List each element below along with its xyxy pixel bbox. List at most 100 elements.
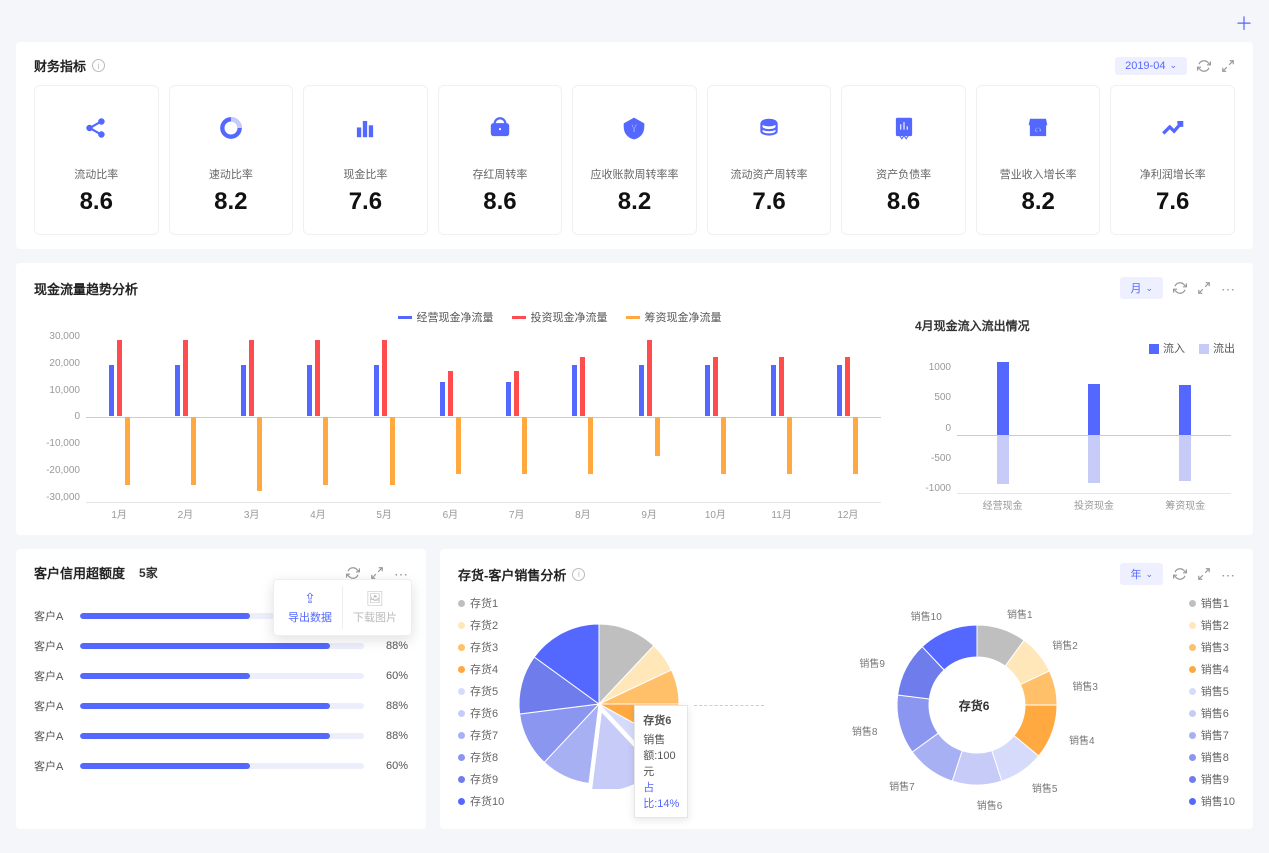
donut-label: 销售2 <box>1052 637 1078 652</box>
donut-label: 销售6 <box>977 797 1003 812</box>
store-icon: $ <box>1006 100 1070 156</box>
kpi-card[interactable]: 速动比率 8.2 <box>169 85 294 235</box>
panel-title: 财务指标 <box>34 56 86 75</box>
refresh-icon[interactable] <box>1173 281 1187 295</box>
kpi-label: 净利润增长率 <box>1115 166 1230 182</box>
panel-title: 存货-客户销售分析 <box>458 565 566 584</box>
credit-row: 客户A 60% <box>34 758 408 774</box>
legend-item: 存货1 <box>458 595 504 611</box>
kpi-label: 现金比率 <box>308 166 423 182</box>
more-icon[interactable]: ⋯ <box>394 566 408 580</box>
credit-pct: 88% <box>374 700 408 712</box>
refresh-icon[interactable] <box>346 566 360 580</box>
trend-icon <box>1141 100 1205 156</box>
kpi-value: 8.2 <box>981 188 1096 216</box>
side-chart-title: 4月现金流入流出情况 <box>915 317 1235 334</box>
legend-item: 流入 <box>1149 340 1185 356</box>
kpi-value: 7.6 <box>308 188 423 216</box>
period-selector[interactable]: 2019-04 ⌄ <box>1115 57 1187 75</box>
legend-item: 流出 <box>1199 340 1235 356</box>
inventory-pie-chart: 存货6 存货6 销售额:100元 占比:14% <box>514 619 684 792</box>
refresh-icon[interactable] <box>1197 59 1211 73</box>
legend-item: 销售5 <box>1189 683 1235 699</box>
credit-bar <box>80 733 364 739</box>
kpi-card[interactable]: 净利润增长率 7.6 <box>1110 85 1235 235</box>
credit-bar <box>80 703 364 709</box>
credit-panel: 客户信用超额度 5家 ⋯ ⇪导出数据 🖼下载图片 客户A 60% 客户A 88% <box>16 549 426 829</box>
donut-label: 销售4 <box>1069 732 1095 747</box>
legend-item: 存货10 <box>458 793 504 809</box>
expand-icon[interactable] <box>1197 281 1211 295</box>
pie-legend: 存货1存货2存货3存货4存货5存货6存货7存货8存货9存货10 <box>458 595 504 815</box>
legend-item: 投资现金净流量 <box>512 309 608 325</box>
legend-item: 存货6 <box>458 705 504 721</box>
donut-label: 销售3 <box>1072 678 1098 693</box>
credit-pct: 60% <box>374 760 408 772</box>
kpi-label: 流动比率 <box>39 166 154 182</box>
info-icon[interactable]: i <box>92 59 105 72</box>
legend-item: 销售3 <box>1189 639 1235 655</box>
panel-title: 现金流量趋势分析 <box>34 279 138 298</box>
info-icon[interactable]: i <box>572 568 585 581</box>
chevron-down-icon: ⌄ <box>1145 283 1153 294</box>
cashflow-panel: 现金流量趋势分析 月 ⌄ ⋯ 经营现金净流量 投资现金净流量 筹资现金净流量 30,… <box>16 263 1253 535</box>
period-label: 2019-04 <box>1125 60 1165 72</box>
customer-name: 客户A <box>34 608 70 624</box>
credit-count: 5家 <box>139 564 158 581</box>
more-icon[interactable]: ⋯ <box>1221 567 1235 581</box>
kpi-card[interactable]: ¥ 应收账款周转率率 8.2 <box>572 85 697 235</box>
kpi-card[interactable]: 存红周转率 8.6 <box>438 85 563 235</box>
donut-label: 销售1 <box>1007 606 1033 621</box>
donut-label: 销售5 <box>1032 780 1058 795</box>
donut-legend: 销售1销售2销售3销售4销售5销售6销售7销售8销售9销售10 <box>1189 595 1235 815</box>
legend-item: 存货4 <box>458 661 504 677</box>
legend-item: 存货8 <box>458 749 504 765</box>
sales-panel: 存货-客户销售分析 i 年 ⌄ ⋯ 存货1存货2存货3存货4存货5存货6存货7存… <box>440 549 1253 829</box>
kpi-label: 速动比率 <box>174 166 289 182</box>
share-icon <box>64 100 128 156</box>
legend-item: 销售4 <box>1189 661 1235 677</box>
stack-icon <box>737 100 801 156</box>
credit-bar <box>80 763 364 769</box>
bars-icon <box>333 100 397 156</box>
credit-pct: 88% <box>374 730 408 742</box>
kpi-label: 应收账款周转率率 <box>577 166 692 182</box>
cashflow-chart: 30,00020,00010,0000-10,000-20,000-30,000… <box>34 331 885 521</box>
refresh-icon[interactable] <box>1173 567 1187 581</box>
expand-icon[interactable] <box>370 566 384 580</box>
legend-item: 经营现金净流量 <box>398 309 494 325</box>
download-image-button[interactable]: 🖼下载图片 <box>342 586 407 629</box>
donut-label: 销售7 <box>889 778 915 793</box>
customer-name: 客户A <box>34 668 70 684</box>
kpi-label: 营业收入增长率 <box>981 166 1096 182</box>
expand-icon[interactable] <box>1197 567 1211 581</box>
expand-icon[interactable] <box>1221 59 1235 73</box>
kpi-card[interactable]: 资产负债率 8.6 <box>841 85 966 235</box>
legend-item: 销售7 <box>1189 727 1235 743</box>
legend-item: 存货9 <box>458 771 504 787</box>
legend-item: 筹资现金净流量 <box>626 309 722 325</box>
legend-item: 销售6 <box>1189 705 1235 721</box>
add-widget-button[interactable]: ＋ <box>1235 14 1253 34</box>
credit-row: 客户A 60% <box>34 668 408 684</box>
credit-bar <box>80 643 364 649</box>
donut-label: 销售8 <box>852 723 878 738</box>
kpi-card[interactable]: 流动比率 8.6 <box>34 85 159 235</box>
export-data-button[interactable]: ⇪导出数据 <box>278 586 342 629</box>
legend-item: 存货3 <box>458 639 504 655</box>
kpi-value: 8.6 <box>39 188 154 216</box>
chart-tooltip: 存货6 销售额:100元 占比:14% <box>634 705 688 818</box>
legend-item: 存货2 <box>458 617 504 633</box>
kpi-panel: 财务指标 i 2019-04 ⌄ 流动比率 8.6 速动比率 8.2 现金比率 … <box>16 42 1253 249</box>
more-icon[interactable]: ⋯ <box>1221 281 1235 295</box>
kpi-card[interactable]: 流动资产周转率 7.6 <box>707 85 832 235</box>
kpi-card[interactable]: 现金比率 7.6 <box>303 85 428 235</box>
svg-text:¥: ¥ <box>631 121 638 135</box>
period-selector[interactable]: 年 ⌄ <box>1120 563 1163 585</box>
chevron-down-icon: ⌄ <box>1169 60 1177 71</box>
period-selector[interactable]: 月 ⌄ <box>1120 277 1163 299</box>
panel-title: 客户信用超额度 <box>34 563 125 582</box>
credit-row: 客户A 88% <box>34 728 408 744</box>
kpi-card[interactable]: $ 营业收入增长率 8.2 <box>976 85 1101 235</box>
report-icon <box>872 100 936 156</box>
